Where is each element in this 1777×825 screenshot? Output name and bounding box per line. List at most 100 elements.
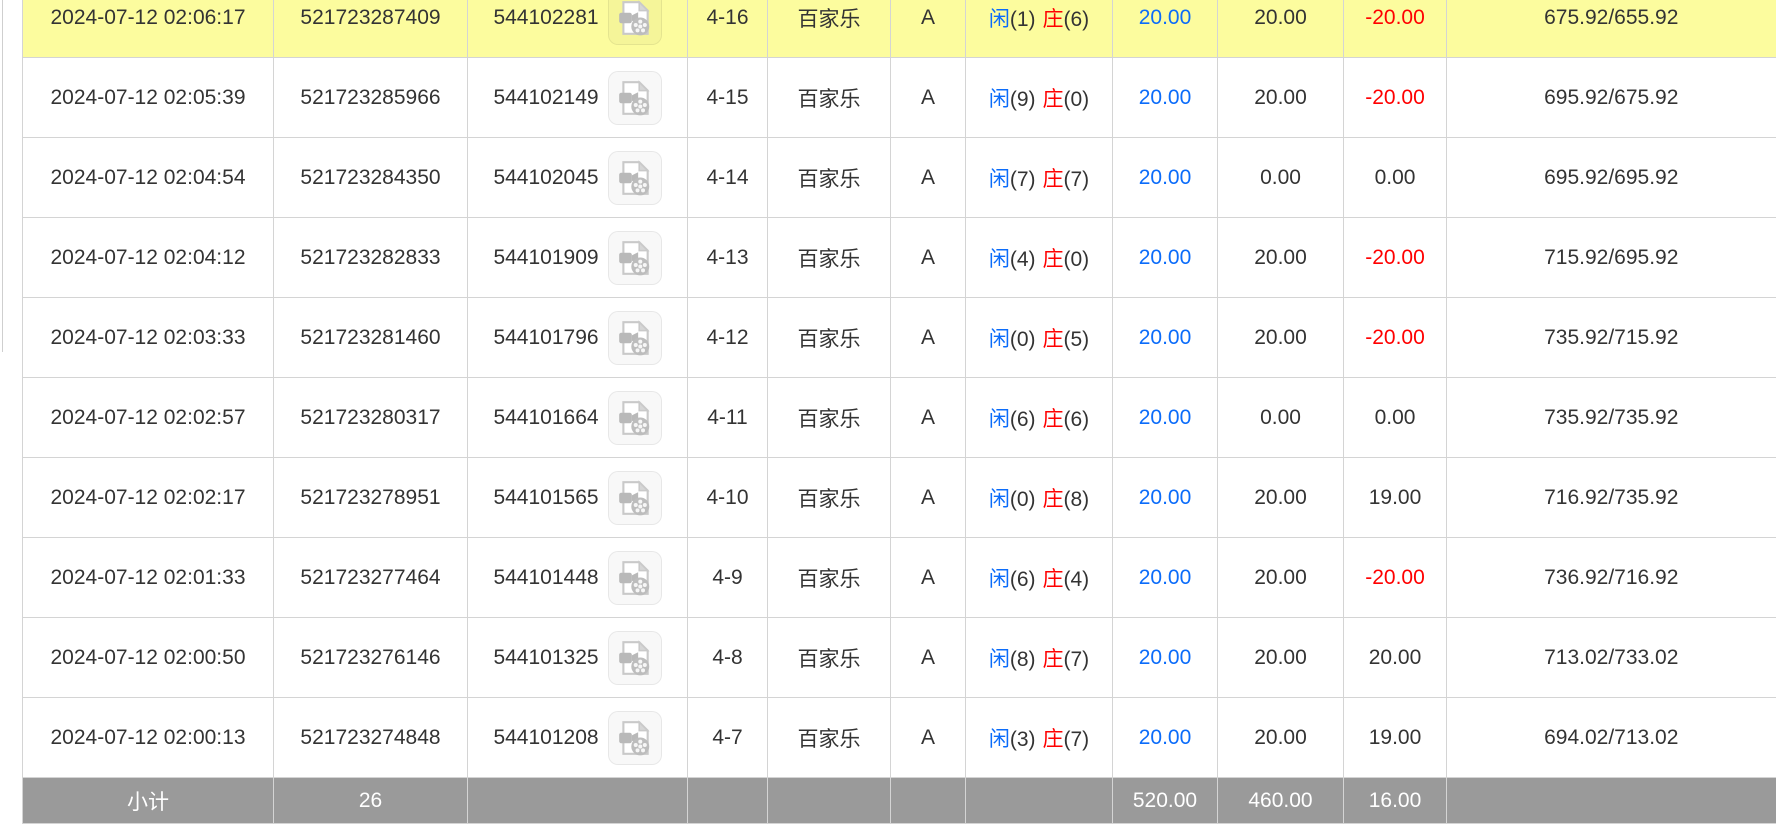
round-number: 4-9 (712, 565, 743, 589)
table-row[interactable]: 2024-07-12 02:04:54 521723284350 5441020… (22, 137, 1776, 218)
round-cell: 4-8 (687, 617, 768, 698)
table-row[interactable]: 2024-07-12 02:02:57 521723280317 5441016… (22, 377, 1776, 458)
table-row[interactable]: 2024-07-12 02:01:33 521723277464 5441014… (22, 537, 1776, 618)
time-cell: 2024-07-12 02:04:12 (22, 217, 274, 298)
banker-result-label: 庄 (1042, 247, 1064, 271)
bet-amount-link[interactable]: 20.00 (1138, 85, 1192, 109)
table-row[interactable]: 2024-07-12 02:04:12 521723282833 5441019… (22, 217, 1776, 298)
platform-id: 521723282833 (300, 245, 441, 269)
subtotal-winloss-cell: 16.00 (1343, 777, 1447, 824)
table-letter: A (920, 85, 935, 109)
subtotal-empty-cell (890, 777, 966, 824)
balance-cell: 695.92/675.92 (1446, 57, 1776, 138)
video-replay-button[interactable] (607, 230, 662, 285)
bet-time: 2024-07-12 02:04:12 (50, 245, 246, 269)
result-cell: 闲(7) 庄(7) (965, 137, 1113, 218)
banker-result-label: 庄 (1042, 167, 1064, 191)
table-row[interactable]: 2024-07-12 02:03:33 521723281460 5441017… (22, 297, 1776, 378)
video-replay-button[interactable] (607, 70, 662, 125)
time-cell: 2024-07-12 02:06:17 (22, 0, 274, 58)
subtotal-label-cell: 小计 (22, 777, 274, 824)
banker-result-count: (0) (1063, 87, 1090, 111)
banker-result-label: 庄 (1042, 327, 1064, 351)
bet-time: 2024-07-12 02:03:33 (50, 325, 246, 349)
bet-amount-link[interactable]: 20.00 (1138, 245, 1192, 269)
platform-id: 521723278951 (300, 485, 441, 509)
balance-value: 694.02/713.02 (1544, 725, 1679, 749)
balance-cell: 694.02/713.02 (1446, 697, 1776, 778)
platform-id-cell: 521723284350 (273, 137, 468, 218)
game-number: 544102281 (493, 5, 599, 29)
bet-amount-link[interactable]: 20.00 (1138, 565, 1192, 589)
result-cell: 闲(4) 庄(0) (965, 217, 1113, 298)
game-number: 544101909 (493, 245, 599, 269)
game-number-cell: 544102281 (467, 0, 688, 58)
player-result-label: 闲 (988, 87, 1010, 111)
platform-id-cell: 521723277464 (273, 537, 468, 618)
table-letter: A (920, 485, 935, 509)
valid-amount-cell: 20.00 (1217, 537, 1344, 618)
winloss-cell: -20.00 (1343, 297, 1447, 378)
table-row[interactable]: 2024-07-12 02:06:17 521723287409 5441022… (22, 0, 1776, 58)
valid-amount: 20.00 (1254, 5, 1307, 29)
game-number: 544102149 (493, 85, 599, 109)
bet-amount-link[interactable]: 20.00 (1138, 325, 1192, 349)
balance-cell: 735.92/735.92 (1446, 377, 1776, 458)
table-letter: A (920, 725, 935, 749)
game-type: 百家乐 (797, 167, 861, 191)
game-type-cell: 百家乐 (767, 377, 891, 458)
player-result-count: (0) (1009, 327, 1036, 351)
game-number-cell: 544102045 (467, 137, 688, 218)
bet-amount-link[interactable]: 20.00 (1138, 5, 1192, 29)
table-letter-cell: A (890, 537, 966, 618)
bet-amount-link[interactable]: 20.00 (1138, 485, 1192, 509)
time-cell: 2024-07-12 02:01:33 (22, 537, 274, 618)
bet-time: 2024-07-12 02:05:39 (50, 85, 246, 109)
time-cell: 2024-07-12 02:04:54 (22, 137, 274, 218)
video-replay-button[interactable] (607, 550, 662, 605)
game-number-cell: 544101325 (467, 617, 688, 698)
balance-cell: 716.92/735.92 (1446, 457, 1776, 538)
time-cell: 2024-07-12 02:02:17 (22, 457, 274, 538)
player-result-count: (4) (1009, 247, 1036, 271)
valid-amount-cell: 20.00 (1217, 0, 1344, 58)
round-number: 4-16 (706, 5, 749, 29)
valid-amount-cell: 0.00 (1217, 137, 1344, 218)
bet-amount-link[interactable]: 20.00 (1138, 725, 1192, 749)
platform-id-cell: 521723276146 (273, 617, 468, 698)
game-type: 百家乐 (797, 567, 861, 591)
bet-amount-link[interactable]: 20.00 (1138, 645, 1192, 669)
video-replay-button[interactable] (607, 630, 662, 685)
table-letter-cell: A (890, 697, 966, 778)
table-row[interactable]: 2024-07-12 02:00:50 521723276146 5441013… (22, 617, 1776, 698)
video-replay-button[interactable] (607, 150, 662, 205)
platform-id: 521723280317 (300, 405, 441, 429)
game-number: 544101664 (493, 405, 599, 429)
video-replay-button[interactable] (607, 310, 662, 365)
video-file-icon (618, 639, 650, 675)
table-row[interactable]: 2024-07-12 02:02:17 521723278951 5441015… (22, 457, 1776, 538)
round-number: 4-15 (706, 85, 749, 109)
winloss-amount: -20.00 (1365, 85, 1425, 109)
player-result-count: (8) (1009, 647, 1036, 671)
bet-amount-link[interactable]: 20.00 (1138, 405, 1192, 429)
table-row[interactable]: 2024-07-12 02:00:13 521723274848 5441012… (22, 697, 1776, 778)
video-replay-button[interactable] (607, 0, 662, 45)
table-row[interactable]: 2024-07-12 02:05:39 521723285966 5441021… (22, 57, 1776, 138)
valid-amount-cell: 20.00 (1217, 617, 1344, 698)
video-replay-button[interactable] (607, 390, 662, 445)
subtotal-bet-total: 520.00 (1132, 788, 1198, 812)
video-file-icon (618, 0, 650, 35)
bet-amount-link[interactable]: 20.00 (1138, 165, 1192, 189)
video-replay-button[interactable] (607, 470, 662, 525)
subtotal-empty-cell (965, 777, 1113, 824)
platform-id: 521723287409 (300, 5, 441, 29)
video-replay-button[interactable] (607, 710, 662, 765)
time-cell: 2024-07-12 02:00:13 (22, 697, 274, 778)
subtotal-label: 小计 (127, 790, 169, 814)
video-file-icon (618, 559, 650, 595)
bet-amount-cell: 20.00 (1112, 697, 1218, 778)
balance-cell: 736.92/716.92 (1446, 537, 1776, 618)
game-number-cell: 544101565 (467, 457, 688, 538)
player-result-count: (6) (1009, 407, 1036, 431)
